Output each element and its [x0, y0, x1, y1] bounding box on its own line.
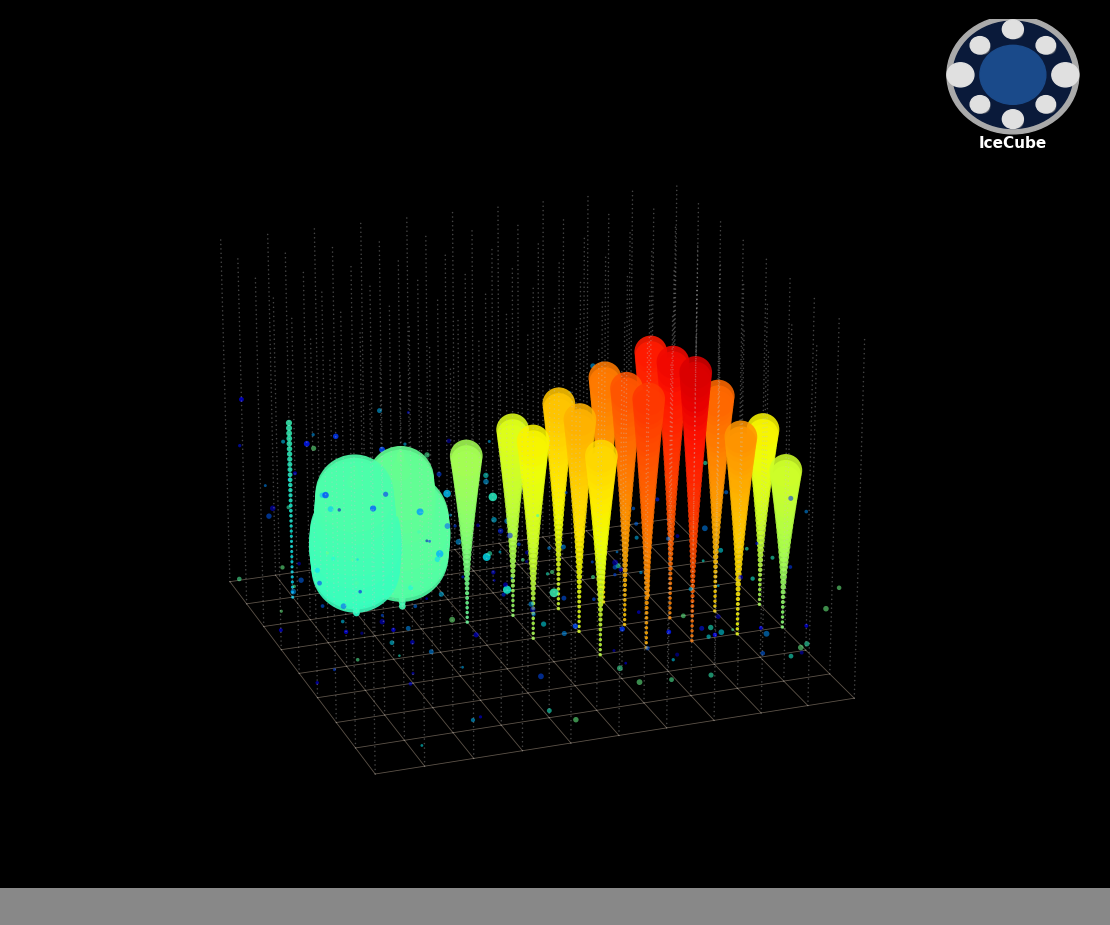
Circle shape	[947, 63, 973, 87]
Circle shape	[1009, 116, 1023, 129]
Circle shape	[980, 45, 1046, 105]
Circle shape	[1059, 69, 1078, 86]
Circle shape	[976, 42, 990, 54]
Circle shape	[1052, 63, 1079, 87]
Circle shape	[1002, 110, 1023, 129]
Circle shape	[1009, 25, 1023, 39]
Circle shape	[1036, 37, 1056, 54]
Circle shape	[953, 69, 972, 86]
Circle shape	[947, 16, 1079, 134]
Circle shape	[1036, 95, 1056, 113]
Circle shape	[1002, 19, 1023, 39]
Circle shape	[952, 21, 1072, 129]
Circle shape	[970, 95, 990, 113]
Circle shape	[976, 101, 990, 113]
Circle shape	[1042, 42, 1056, 54]
Circle shape	[970, 37, 990, 54]
Circle shape	[1042, 101, 1056, 113]
Text: IceCube: IceCube	[979, 136, 1047, 151]
